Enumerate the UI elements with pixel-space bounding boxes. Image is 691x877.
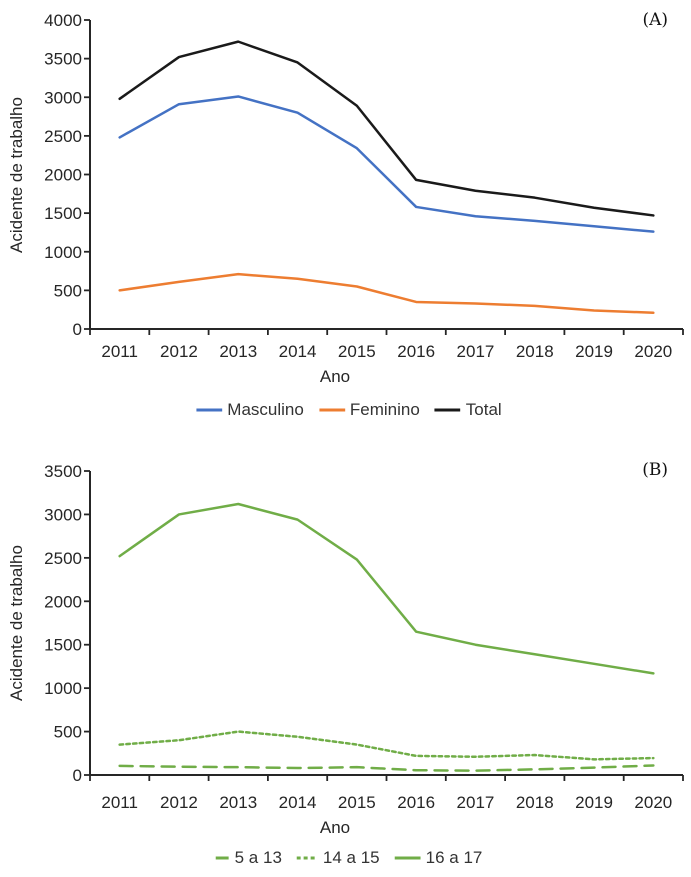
- y-tick-label: 3000: [44, 88, 82, 107]
- legend-a: Masculino Feminino Total: [196, 400, 502, 420]
- chart-panel-b: 0 500 1000 1500 2000 2500 3000 3500 2011 2012 2013…: [0, 440, 691, 877]
- y-tick-label: 2500: [44, 549, 82, 568]
- x-tick-label: 2013: [219, 342, 257, 361]
- x-tick-label: 2014: [279, 793, 317, 812]
- x-tick-label: 2018: [516, 342, 554, 361]
- y-tick-label: 2000: [44, 166, 82, 185]
- legend-label: Feminino: [349, 400, 420, 419]
- x-tick-label: 2019: [575, 793, 613, 812]
- x-tick-label: 2012: [160, 342, 198, 361]
- series-lines: [118, 40, 655, 315]
- y-axis-title-a: Acidente de trabalho: [7, 97, 26, 253]
- x-tick-label: 2020: [634, 342, 672, 361]
- y-tick-label: 4000: [44, 11, 82, 30]
- legend-label: 14 a 15: [322, 848, 380, 867]
- y-tick-label: 2000: [44, 592, 82, 611]
- y-tick-label: 0: [73, 320, 82, 339]
- x-axis-title-b: Ano: [319, 818, 351, 837]
- x-tick-label: 2011: [101, 793, 138, 812]
- x-axis: 2011 2012 2013 2014 2015 2016 2017 2018 2019 2020: [89, 774, 684, 812]
- x-tick-label: 2020: [634, 793, 672, 812]
- legend-marker-5-a-13: [215, 856, 230, 860]
- x-axis-title-a: Ano: [319, 367, 351, 386]
- line-chart-b: 0 500 1000 1500 2000 2500 3000 3500 2011 2012 2013…: [44, 462, 684, 812]
- series-lines: [118, 502, 655, 772]
- legend-item-feminino: Feminino: [318, 400, 420, 420]
- y-tick-label: 0: [73, 766, 82, 785]
- y-tick-label: 3000: [44, 505, 82, 524]
- x-tick-label: 2017: [457, 342, 495, 361]
- legend-marker-total: [434, 408, 461, 412]
- series-line-masculino: [118, 95, 655, 233]
- series-line-total: [118, 40, 655, 217]
- x-tick-label: 2018: [516, 793, 554, 812]
- x-tick-label: 2011: [101, 342, 138, 361]
- legend-marker-16-a-17: [394, 856, 421, 860]
- y-tick-label: 1000: [44, 243, 82, 262]
- chart-panel-a: 0 500 1000 1500 2000 2500 3000 3500 4000 2011 2012…: [7, 10, 684, 420]
- x-tick-label: 2016: [397, 342, 435, 361]
- series-line-16-a-17: [118, 502, 655, 675]
- y-tick-label: 500: [54, 281, 82, 300]
- x-tick-label: 2016: [397, 793, 435, 812]
- legend-marker-14-a-15: [296, 856, 318, 860]
- legend-label: Total: [465, 400, 502, 419]
- x-tick-label: 2012: [160, 793, 198, 812]
- series-line-5-a-13: [118, 764, 655, 772]
- legend-b: 5 a 13 14 a 15 16 a 17: [215, 848, 483, 868]
- legend-marker-feminino: [318, 408, 345, 412]
- y-tick-label: 500: [54, 723, 82, 742]
- x-tick-label: 2017: [457, 793, 495, 812]
- panel-label-a: (A): [642, 10, 668, 30]
- y-axis: 0 500 1000 1500 2000 2500 3000 3500 4000: [44, 11, 91, 339]
- x-tick-label: 2013: [219, 793, 257, 812]
- y-tick-label: 3500: [44, 462, 82, 481]
- x-axis: 2011 2012 2013 2014 2015 2016 2017 2018 2019 2020: [89, 328, 684, 361]
- y-tick-label: 3500: [44, 50, 82, 69]
- y-tick-label: 1500: [44, 204, 82, 223]
- legend-item-14-a-15: 14 a 15: [296, 848, 380, 868]
- series-line-14-a-15: [118, 730, 655, 761]
- legend-item-16-a-17: 16 a 17: [394, 848, 483, 868]
- legend-item-total: Total: [434, 400, 502, 420]
- y-tick-label: 1000: [44, 679, 82, 698]
- y-axis: 0 500 1000 1500 2000 2500 3000 3500: [44, 462, 91, 785]
- x-tick-label: 2015: [338, 793, 376, 812]
- panel-label-b: (B): [642, 460, 668, 480]
- y-tick-label: 1500: [44, 636, 82, 655]
- legend-label: 5 a 13: [234, 848, 282, 867]
- legend-item-masculino: Masculino: [196, 400, 304, 420]
- x-tick-label: 2019: [575, 342, 613, 361]
- series-line-feminino: [118, 272, 655, 315]
- x-tick-label: 2015: [338, 342, 376, 361]
- legend-marker-masculino: [196, 408, 223, 412]
- y-tick-label: 2500: [44, 127, 82, 146]
- line-chart-a: 0 500 1000 1500 2000 2500 3000 3500 4000 2011 2012…: [44, 11, 684, 361]
- x-tick-label: 2014: [279, 342, 317, 361]
- legend-label: 16 a 17: [425, 848, 483, 867]
- legend-label: Masculino: [227, 400, 304, 419]
- legend-item-5-a-13: 5 a 13: [215, 848, 282, 868]
- y-axis-title-b: Acidente de trabalho: [7, 545, 26, 701]
